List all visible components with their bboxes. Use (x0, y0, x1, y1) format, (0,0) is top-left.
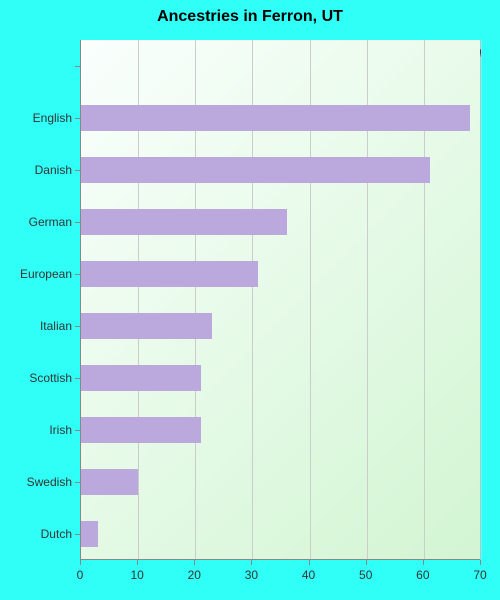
bar (81, 521, 98, 547)
y-tick (75, 430, 80, 431)
y-tick (75, 222, 80, 223)
x-tick (137, 560, 138, 565)
y-tick-label: Scottish (29, 371, 72, 385)
bar (81, 209, 287, 235)
x-tick-label: 70 (473, 568, 486, 582)
y-tick (75, 170, 80, 171)
bar (81, 261, 258, 287)
bar (81, 105, 470, 131)
y-tick-label: Danish (35, 163, 72, 177)
y-tick (75, 534, 80, 535)
x-tick-label: 0 (77, 568, 84, 582)
bar (81, 365, 201, 391)
x-tick (309, 560, 310, 565)
x-tick-label: 60 (416, 568, 429, 582)
y-tick (75, 274, 80, 275)
x-tick-label: 20 (188, 568, 201, 582)
gridline (481, 40, 482, 559)
bar (81, 157, 430, 183)
bar (81, 417, 201, 443)
x-tick-label: 30 (245, 568, 258, 582)
x-tick-label: 10 (130, 568, 143, 582)
x-tick (251, 560, 252, 565)
x-tick (80, 560, 81, 565)
x-tick (366, 560, 367, 565)
y-tick-label: Italian (40, 319, 72, 333)
y-tick-label: English (33, 111, 72, 125)
y-tick-label: Dutch (41, 527, 72, 541)
chart-container: Ancestries in Ferron, UT City-Data.com 0… (0, 0, 500, 600)
y-tick-label: Swedish (27, 475, 72, 489)
x-tick (423, 560, 424, 565)
x-tick-label: 40 (302, 568, 315, 582)
y-tick (75, 326, 80, 327)
bar (81, 469, 138, 495)
y-tick (75, 66, 80, 67)
x-tick-label: 50 (359, 568, 372, 582)
bar (81, 313, 212, 339)
chart-title: Ancestries in Ferron, UT (0, 8, 500, 26)
y-tick-label: European (20, 267, 72, 281)
x-tick (480, 560, 481, 565)
plot-area (80, 40, 480, 560)
x-tick (194, 560, 195, 565)
y-tick (75, 118, 80, 119)
y-tick-label: Irish (49, 423, 72, 437)
y-tick (75, 482, 80, 483)
y-tick-label: German (29, 215, 72, 229)
y-tick (75, 378, 80, 379)
